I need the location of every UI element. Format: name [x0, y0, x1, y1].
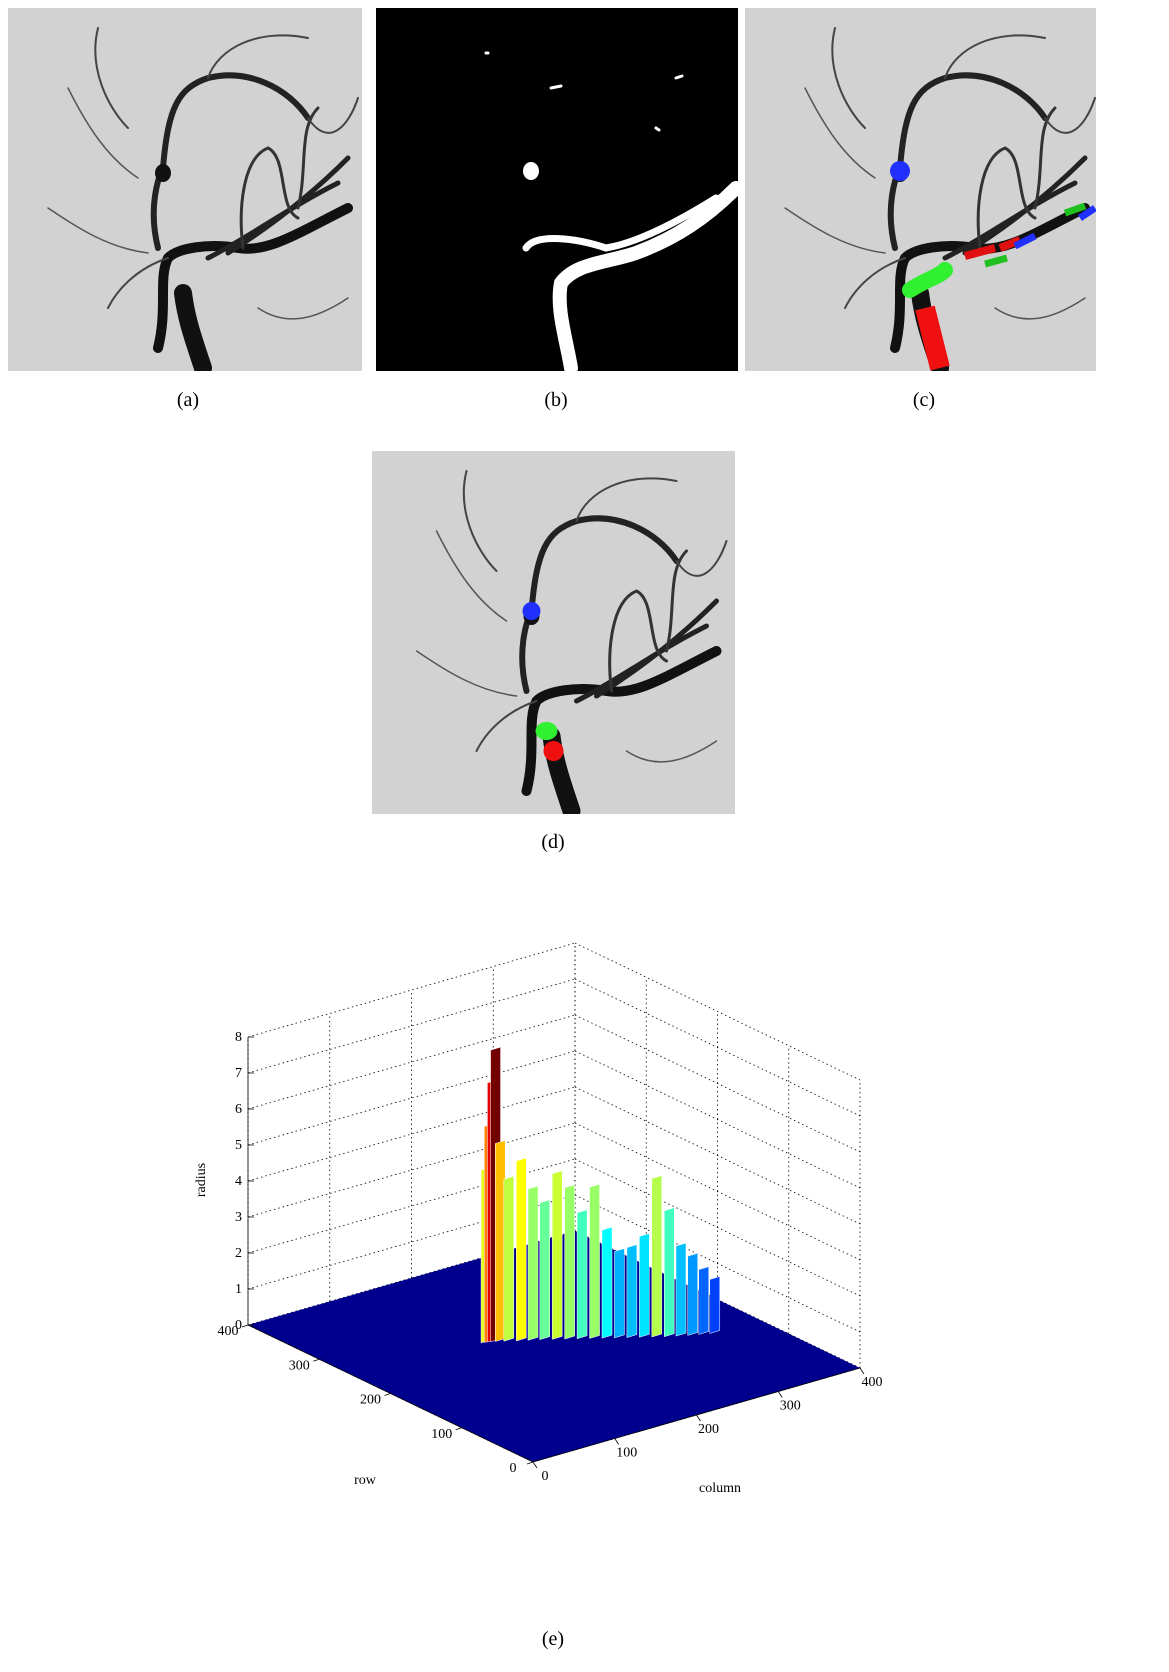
z-tick-label: 1: [235, 1282, 242, 1297]
y-axis-label: row: [354, 1473, 377, 1488]
surface-plot: 01234567801002003004000100200300400radiu…: [194, 942, 883, 1496]
surface-column: [503, 1175, 515, 1342]
tick-mark: [526, 1461, 534, 1465]
grid-line: [247, 1050, 576, 1146]
x-tick-label: 300: [780, 1399, 801, 1414]
z-tick-label: 8: [235, 1030, 242, 1045]
tick-mark: [532, 1461, 538, 1469]
surface-column: [527, 1185, 539, 1341]
grid-line: [247, 1122, 576, 1218]
y-tick-label: 100: [431, 1427, 452, 1442]
tick-mark: [313, 1358, 320, 1362]
z-tick-label: 4: [235, 1174, 242, 1189]
surface-column: [675, 1242, 687, 1337]
y-tick-label: 400: [218, 1324, 239, 1339]
tick-mark: [614, 1438, 620, 1445]
grid-line: [247, 942, 576, 1038]
caption: (b): [544, 389, 568, 411]
surface-column: [664, 1207, 675, 1338]
surface-floor: [248, 1231, 860, 1462]
tick-mark: [859, 1367, 865, 1375]
caption: (a): [176, 389, 200, 411]
y-tick-label: 0: [510, 1461, 517, 1476]
grid-line: [247, 978, 576, 1074]
caption: (d): [541, 831, 565, 853]
z-tick-label: 2: [235, 1246, 242, 1261]
surface-column: [601, 1226, 613, 1339]
x-tick-label: 400: [862, 1375, 883, 1390]
surface-column: [698, 1266, 709, 1335]
tick-mark: [455, 1427, 462, 1431]
tick-mark: [384, 1393, 391, 1396]
panel-a-image: [8, 8, 362, 371]
surface-column: [589, 1183, 600, 1339]
surface-column: [651, 1175, 663, 1338]
tick-mark: [777, 1391, 783, 1398]
x-axis-label: column: [699, 1481, 741, 1496]
z-tick-label: 5: [235, 1138, 242, 1153]
x-tick-label: 100: [616, 1446, 637, 1461]
grid-line: [247, 1086, 576, 1182]
surface-column: [614, 1248, 625, 1339]
grid-line: [247, 1014, 576, 1110]
surface-column: [709, 1276, 721, 1334]
y-tick-label: 200: [360, 1393, 381, 1408]
surface-column: [626, 1244, 638, 1338]
panel-b-image: [376, 8, 738, 371]
surface-column: [576, 1209, 588, 1340]
surface-column: [687, 1252, 698, 1336]
z-tick-label: 7: [235, 1066, 242, 1081]
y-tick-label: 300: [289, 1358, 310, 1373]
z-tick-label: 6: [235, 1102, 242, 1117]
surface-column: [564, 1184, 575, 1340]
z-axis-label: radius: [194, 1163, 209, 1197]
x-tick-label: 200: [698, 1422, 719, 1437]
tick-mark: [696, 1414, 701, 1422]
x-tick-label: 0: [542, 1469, 549, 1484]
surface-column: [495, 1140, 506, 1342]
surface-column: [539, 1199, 550, 1340]
surface-column: [551, 1170, 563, 1340]
caption: (e): [541, 1628, 565, 1650]
panel-d-image: [372, 451, 735, 814]
z-tick-label: 3: [235, 1210, 242, 1225]
caption: (c): [912, 389, 936, 411]
panel-c-image: [745, 8, 1096, 371]
grid-line: [574, 942, 861, 1081]
tick-mark: [241, 1324, 249, 1328]
surface-column: [639, 1233, 650, 1338]
surface-column: [516, 1157, 527, 1342]
z-tick-label: 0: [235, 1318, 242, 1333]
